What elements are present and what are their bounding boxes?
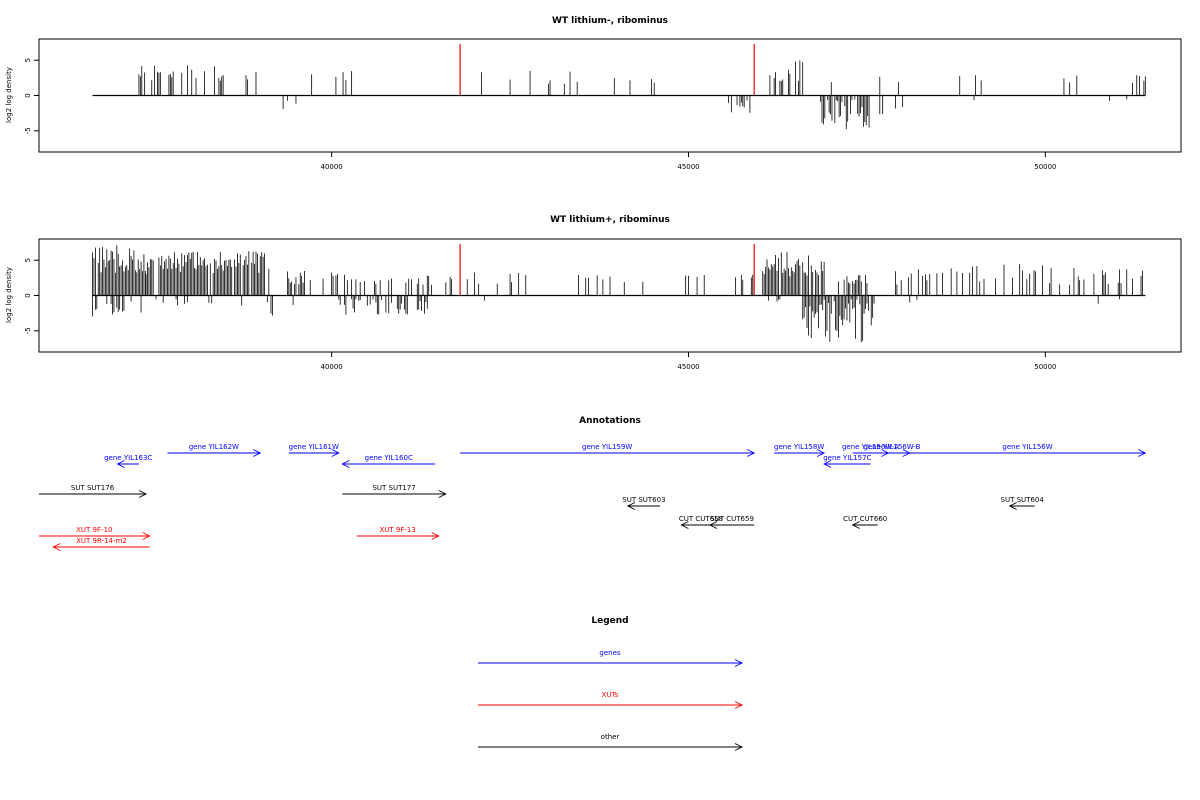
annotation-arrow: gene YIL160C <box>341 454 436 468</box>
annotation-label: gene YIL162W <box>189 443 239 451</box>
x-tick-label: 45000 <box>677 363 699 371</box>
annotation-label: gene YIL156W <box>1002 443 1052 451</box>
coverage-bars <box>138 60 1146 130</box>
y-tick-label: 0 <box>24 293 32 297</box>
annotation-arrow: SUT SUT177 <box>342 484 447 498</box>
annotation-label: gene YIL160C <box>365 454 413 462</box>
annotation-arrow: gene YIL158W <box>774 443 826 457</box>
annotation-arrow: gene YIL156W <box>909 443 1147 457</box>
annotation-label: SUT SUT604 <box>1001 496 1045 504</box>
annotation-arrow: gene YIL157C <box>823 454 872 468</box>
x-tick-label: 40000 <box>320 363 342 371</box>
gene-boundary-markers <box>459 43 755 96</box>
legend-item: genes <box>478 649 744 667</box>
gene-boundary-markers <box>459 243 755 296</box>
panel-title: WT lithium+, ribominus <box>550 215 670 225</box>
annotation-label: gene YIL156W-B <box>863 443 920 451</box>
annotation-arrow: gene YIL161W <box>289 443 340 457</box>
x-axis-ticks: 40000 45000 50000 <box>320 352 1057 371</box>
y-tick-label: -5 <box>24 327 32 334</box>
coverage-panel-lithium-plus: WT lithium+, ribominus log2 log density … <box>5 215 1182 371</box>
annotation-features: gene YIL162W gene YIL163C gene YIL161W gene… <box>39 443 1147 551</box>
legend-label: other <box>601 733 620 741</box>
annotation-label: gene YIL156W-A <box>842 443 899 451</box>
annotation-label: gene YIL163C <box>104 454 152 462</box>
x-tick-label: 40000 <box>320 163 342 171</box>
annotation-label: SUT SUT177 <box>372 484 415 492</box>
annotation-arrow: gene YIL156W-B <box>863 443 921 457</box>
y-tick-label: 0 <box>24 93 32 97</box>
annotations-title: Annotations <box>579 416 641 426</box>
y-tick-label: 5 <box>24 258 32 262</box>
y-axis-ticks: -5 0 5 <box>24 258 39 334</box>
y-axis-label: log2 log density <box>5 67 13 123</box>
annotation-arrow: CUT CUT660 <box>843 515 887 529</box>
panel-title: WT lithium-, ribominus <box>552 16 668 26</box>
legend-item: other <box>478 733 744 751</box>
annotation-label: SUT CUT659 <box>710 515 754 523</box>
annotation-label: SUT SUT176 <box>71 484 115 492</box>
annotation-arrow: XUT 9F-10 <box>39 526 151 540</box>
x-axis-ticks: 40000 45000 50000 <box>320 152 1057 171</box>
coverage-panel-lithium-minus: WT lithium-, ribominus log2 log density … <box>5 16 1182 171</box>
annotation-label: gene YIL161W <box>289 443 339 451</box>
annotation-arrow: SUT CUT659 <box>708 515 755 529</box>
legend-title: Legend <box>591 616 628 626</box>
y-tick-label: 5 <box>24 58 32 62</box>
annotation-arrow: SUT SUT603 <box>622 496 666 510</box>
annotation-arrow: SUT SUT604 <box>1001 496 1045 510</box>
annotation-arrow: XUT 9F-13 <box>356 526 440 540</box>
annotation-label: gene YIL159W <box>582 443 632 451</box>
legend: Legend genes XUTs other <box>478 616 744 751</box>
annotation-arrow: gene YIL162W <box>167 443 262 457</box>
annotation-arrow: gene YIL159W <box>460 443 756 457</box>
annotation-label: XUT 9F-13 <box>379 526 415 534</box>
annotation-label: gene YIL158W <box>774 443 824 451</box>
annotation-label: gene YIL157C <box>823 454 871 462</box>
annotation-label: SUT SUT603 <box>622 496 665 504</box>
x-tick-label: 50000 <box>1034 363 1056 371</box>
coverage-bars <box>92 245 1143 343</box>
annotation-arrow: SUT SUT176 <box>39 484 148 498</box>
annotation-label: XUT 9R-14-m2 <box>76 537 127 545</box>
annotation-arrow: XUT 9R-14-m2 <box>52 537 150 551</box>
legend-label: XUTs <box>602 691 619 699</box>
legend-item: XUTs <box>478 691 744 709</box>
legend-label: genes <box>599 649 620 657</box>
x-tick-label: 45000 <box>677 163 699 171</box>
y-axis-label: log2 log density <box>5 267 13 323</box>
legend-items: genes XUTs other <box>478 649 744 751</box>
annotation-label: CUT CUT658 <box>679 515 723 523</box>
annotation-label: XUT 9F-10 <box>76 526 112 534</box>
y-axis-ticks: -5 0 5 <box>24 58 39 134</box>
y-tick-label: -5 <box>24 127 32 134</box>
annotation-label: CUT CUT660 <box>843 515 887 523</box>
x-tick-label: 50000 <box>1034 163 1056 171</box>
annotation-arrow: gene YIL163C <box>104 454 152 468</box>
